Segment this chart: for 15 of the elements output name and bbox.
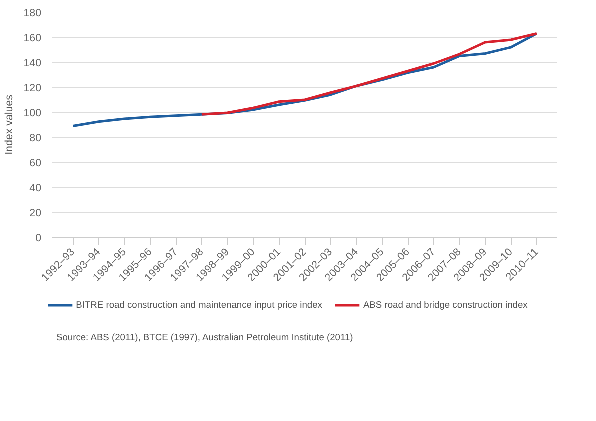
- source-note: Source: ABS (2011), BTCE (1997), Australian Petroleum Institute (2011): [56, 332, 354, 342]
- y-axis-title: Index values: [4, 95, 16, 155]
- y-tick-label: 80: [30, 132, 42, 144]
- y-tick-label: 40: [30, 182, 42, 194]
- y-tick-label: 60: [30, 158, 42, 170]
- y-tick-label: 120: [24, 82, 42, 94]
- y-tick-label: 140: [24, 58, 42, 70]
- y-tick-label: 0: [36, 232, 42, 244]
- y-tick-label: 160: [24, 32, 42, 44]
- legend-label: ABS road and bridge construction index: [363, 300, 528, 310]
- y-tick-label: 20: [30, 208, 42, 220]
- line-series: [200, 32, 538, 116]
- y-tick-label: 100: [24, 108, 42, 120]
- legend-label: BITRE road construction and maintenance input price index: [76, 300, 322, 310]
- y-tick-label: 180: [24, 8, 42, 20]
